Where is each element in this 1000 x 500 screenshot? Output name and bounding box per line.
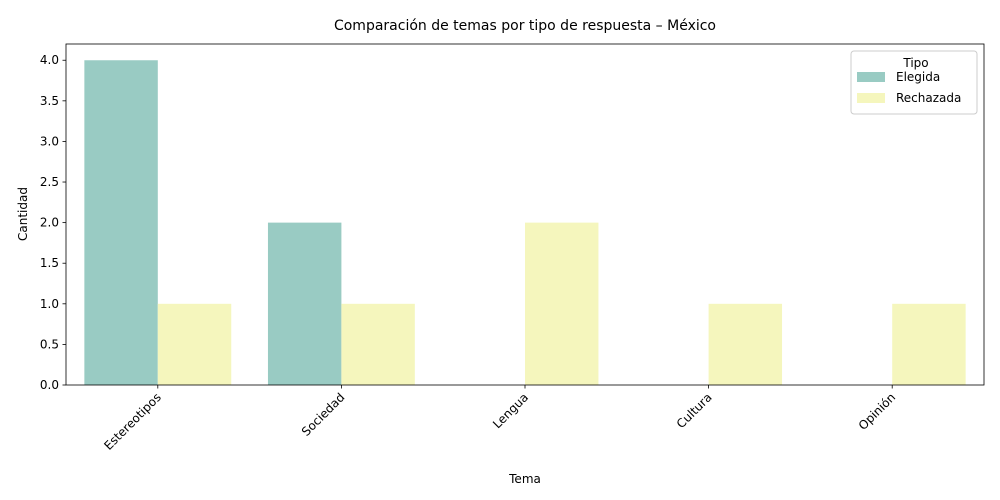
y-tick-label: 0.0	[40, 378, 59, 392]
legend-label-elegida: Elegida	[896, 70, 940, 84]
y-tick-label: 0.5	[40, 337, 59, 351]
x-tick-label-sociedad: Sociedad	[299, 390, 348, 439]
bar-elegida-sociedad	[267, 222, 342, 385]
bar-rechazada-lengua	[525, 222, 599, 385]
chart-title: Comparación de temas por tipo de respues…	[334, 18, 716, 34]
legend-title: Tipo	[902, 56, 928, 70]
bars-group	[84, 60, 966, 386]
x-tick-label-opinion: Opinión	[856, 390, 899, 433]
legend: Tipo Elegida Rechazada	[850, 50, 978, 115]
plot-area-frame	[65, 43, 985, 386]
legend-swatch-rechazada	[857, 93, 885, 103]
bar-elegida-estereotipos	[84, 60, 158, 386]
legend-label-rechazada: Rechazada	[896, 91, 961, 105]
y-tick-label: 1.5	[40, 256, 59, 270]
x-tick-label-lengua: Lengua	[490, 390, 531, 431]
bar-rechazada-cultura	[708, 303, 783, 385]
y-tick-label: 2.0	[40, 216, 59, 230]
y-tick-label: 3.5	[40, 94, 59, 108]
x-axis-ticks: Estereotipos Sociedad Lengua Cultura Opinión	[101, 385, 898, 453]
y-tick-label: 1.0	[40, 297, 59, 311]
y-tick-label: 4.0	[40, 53, 59, 67]
x-axis-label: Tema	[508, 472, 541, 486]
x-tick-label-cultura: Cultura	[674, 390, 715, 431]
bar-rechazada-estereotipos	[157, 303, 232, 385]
y-axis-ticks: 0.0 0.5 1.0 1.5 2.0 2.5 3.0 3.5 4.0	[40, 53, 66, 392]
legend-swatch-elegida	[857, 72, 885, 82]
bar-rechazada-sociedad	[341, 303, 415, 385]
x-tick-label-estereotipos: Estereotipos	[101, 390, 164, 453]
y-tick-label: 3.0	[40, 134, 59, 148]
y-axis-label: Cantidad	[16, 187, 30, 241]
bar-rechazada-opinion	[892, 303, 966, 385]
y-tick-label: 2.5	[40, 175, 59, 189]
